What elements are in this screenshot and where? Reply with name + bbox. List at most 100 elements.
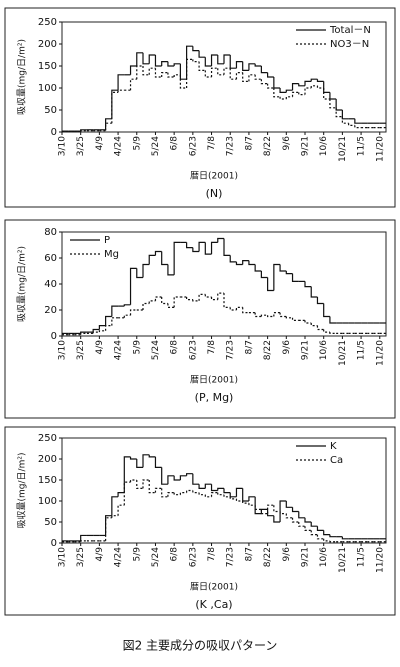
step-segment (154, 487, 162, 493)
plot-frame (61, 21, 387, 133)
x-tick-label: 11/20 (375, 340, 385, 366)
step-segment (223, 238, 231, 256)
step-segment (173, 296, 181, 308)
step-segment (235, 498, 243, 502)
step-segment (310, 85, 318, 88)
step-segment (316, 325, 324, 331)
step-segment (279, 500, 287, 522)
step-segment (129, 267, 137, 305)
x-tick-label: 5/24 (151, 136, 161, 156)
step-segment (198, 293, 206, 301)
step-segment (229, 68, 237, 80)
x-tick-label: 8/22 (263, 547, 273, 567)
step-segment (291, 83, 299, 91)
step-segment (105, 517, 112, 541)
legend-label: Total－N (329, 25, 371, 36)
step-segment (242, 307, 249, 314)
step-segment (248, 496, 256, 501)
step-segment (129, 78, 137, 91)
step-segment (123, 481, 131, 506)
step-segment (198, 241, 206, 252)
step-segment (111, 496, 119, 516)
y-axis-label: 吸収量(mg/日/m²) (16, 246, 28, 322)
y-tick-label: 250 (38, 17, 57, 28)
x-tick-label: 3/25 (76, 547, 86, 567)
step-segment (260, 314, 268, 317)
step-segment (335, 99, 343, 111)
step-segment (192, 473, 200, 485)
legend-label: P (104, 235, 110, 246)
step-segment (123, 304, 131, 307)
step-segment (217, 487, 224, 491)
step-segment (186, 242, 193, 249)
step-segment (173, 63, 181, 66)
step-segment (273, 505, 281, 513)
x-tick-label: 6/8 (170, 136, 180, 151)
step-segment (223, 54, 231, 64)
step-segment (179, 475, 187, 480)
step-segment (204, 294, 212, 298)
x-tick-label: 7/8 (207, 340, 217, 355)
x-tick-label: 3/25 (76, 340, 86, 360)
step-segment (167, 475, 175, 485)
x-tick-label: 8/7 (244, 340, 254, 354)
step-segment (80, 540, 87, 542)
step-segment (192, 59, 200, 63)
step-segment (210, 484, 218, 492)
step-segment (310, 323, 318, 327)
step-segment (341, 110, 349, 120)
step-segment (80, 130, 87, 132)
step-segment (179, 74, 187, 89)
step-segment (279, 312, 287, 318)
step-segment (105, 515, 112, 536)
step-segment (167, 492, 175, 497)
step-segment (136, 480, 143, 489)
step-segment (173, 492, 181, 496)
step-segment (242, 501, 249, 504)
step-segment (210, 241, 218, 255)
step-segment (179, 63, 187, 80)
legend-label: NO3－N (330, 39, 369, 50)
step-segment (210, 67, 218, 77)
step-segment (323, 81, 330, 93)
step-segment (148, 480, 156, 494)
step-segment (229, 492, 237, 498)
x-tick-label: 10/6 (319, 547, 329, 567)
step-segment (105, 315, 112, 326)
step-segment (248, 503, 256, 506)
step-segment (192, 46, 200, 52)
step-segment (242, 488, 249, 502)
step-segment (111, 305, 119, 317)
step-segment (210, 54, 218, 66)
subtitle: (P, Mg) (195, 391, 234, 404)
x-tick-label: 7/23 (226, 136, 236, 156)
x-tick-label: 5/9 (132, 547, 142, 562)
y-tick-label: 100 (38, 496, 57, 507)
step-segment (304, 281, 312, 288)
step-segment (323, 303, 330, 318)
step-segment (154, 68, 162, 78)
x-tick-label: 3/10 (58, 547, 68, 567)
legend-label: Ca (330, 455, 343, 466)
x-tick-label: 4/24 (114, 340, 124, 360)
step-segment (273, 312, 281, 317)
step-segment (254, 505, 262, 510)
step-segment (142, 479, 150, 489)
step-segment (198, 50, 206, 58)
step-segment (304, 517, 312, 523)
step-segment (186, 58, 193, 88)
step-segment (260, 509, 268, 515)
step-segment (198, 484, 206, 489)
step-segment (161, 488, 168, 498)
step-segment (348, 123, 355, 126)
panel-frame (4, 7, 396, 208)
step-segment (117, 492, 125, 497)
x-tick-label: 3/25 (76, 136, 86, 156)
y-axis-label: 吸収量(mg/日/m²) (16, 453, 28, 529)
step-segment (111, 91, 119, 124)
step-segment (235, 261, 243, 266)
step-segment (173, 241, 181, 275)
step-segment (254, 312, 262, 318)
step-segment (204, 57, 212, 67)
x-tick-label: 9/21 (301, 340, 311, 360)
